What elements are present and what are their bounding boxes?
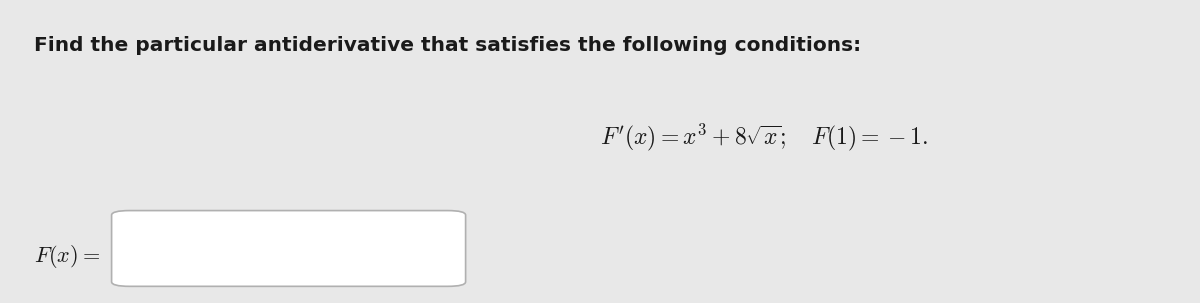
Text: $F'(x) = x^3 + 8\sqrt{x};\quad F(1) = -1.$: $F'(x) = x^3 + 8\sqrt{x};\quad F(1) = -1… <box>600 122 928 154</box>
Text: Find the particular antiderivative that satisfies the following conditions:: Find the particular antiderivative that … <box>34 36 860 55</box>
FancyBboxPatch shape <box>112 211 466 286</box>
Text: $F(x) =$: $F(x) =$ <box>34 242 100 270</box>
